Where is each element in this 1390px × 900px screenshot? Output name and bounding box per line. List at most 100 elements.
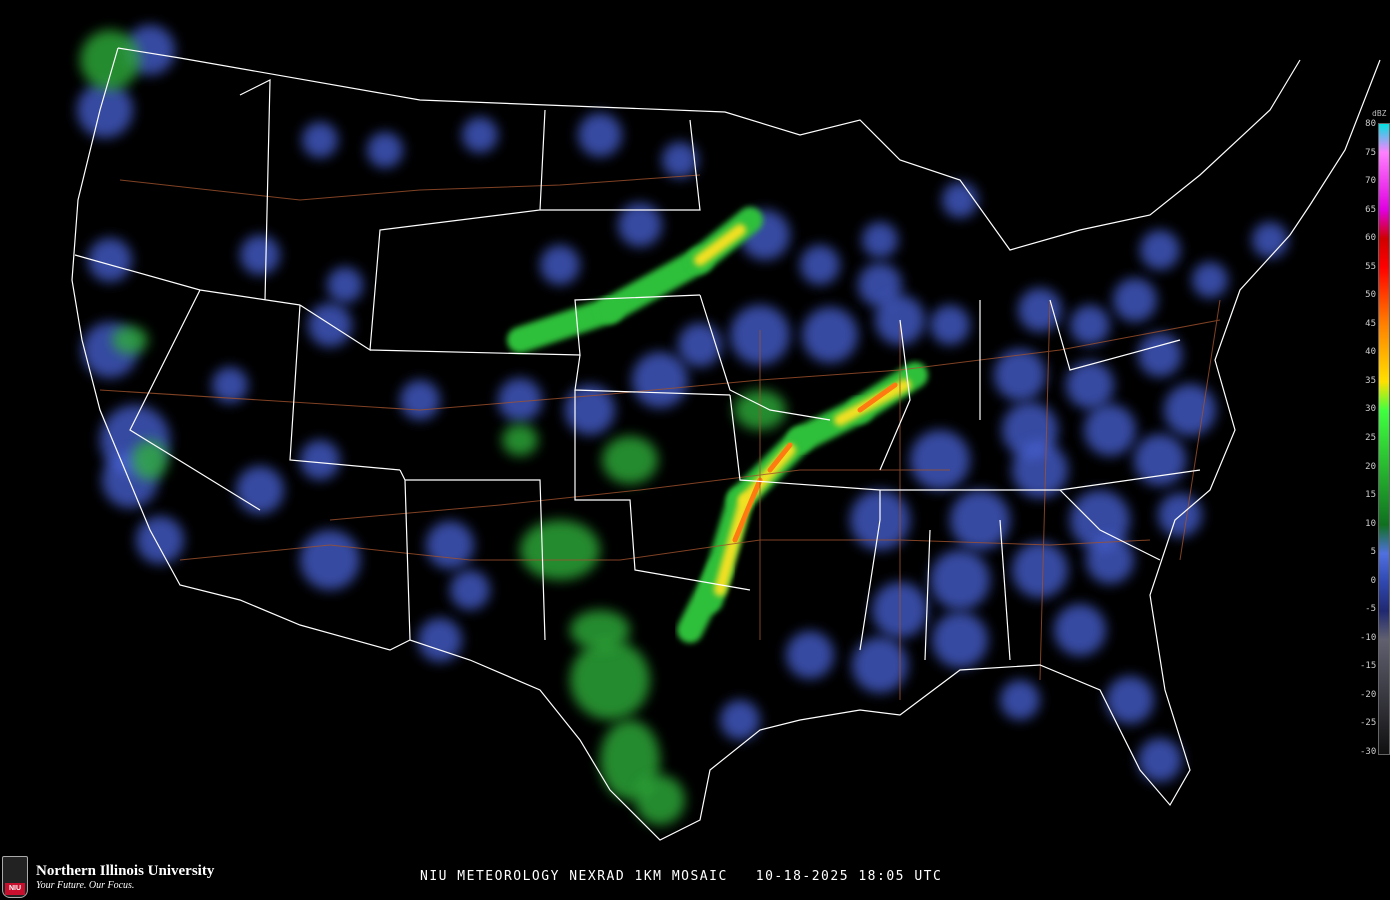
niu-logo: NIU Northern Illinois University Your Fu… bbox=[2, 856, 214, 898]
state-border bbox=[299, 109, 546, 352]
echo-blue bbox=[1252, 222, 1288, 258]
highway bbox=[1179, 299, 1221, 561]
echo-blue bbox=[1066, 361, 1114, 409]
state-border bbox=[1049, 299, 1181, 371]
legend-label: 20 bbox=[1365, 461, 1376, 472]
echo-blue bbox=[852, 637, 908, 693]
highway bbox=[99, 319, 1221, 411]
legend-label: -30 bbox=[1360, 747, 1377, 757]
echo-blue bbox=[1113, 278, 1157, 322]
echo-green bbox=[132, 440, 168, 480]
echo-blue bbox=[327, 267, 363, 303]
legend-label: 35 bbox=[1365, 375, 1376, 386]
echo-blue bbox=[1012, 542, 1068, 598]
echo-blue bbox=[1106, 676, 1154, 724]
legend-label: 45 bbox=[1365, 318, 1376, 329]
echo-storm-yellow bbox=[714, 494, 751, 596]
echo-storm-green bbox=[677, 557, 733, 643]
state-border bbox=[924, 529, 931, 661]
echo-blue bbox=[88, 238, 132, 282]
echo-blue bbox=[236, 466, 284, 514]
echo-blue bbox=[1164, 384, 1216, 436]
echo-green bbox=[635, 775, 685, 825]
echo-blue bbox=[77, 82, 133, 138]
legend-label: 80 bbox=[1365, 119, 1376, 129]
echo-blue bbox=[300, 530, 360, 590]
state-border bbox=[1059, 489, 1161, 561]
echo-blue bbox=[1138, 333, 1182, 377]
echo-blue bbox=[1070, 305, 1110, 345]
state-border bbox=[399, 469, 411, 641]
echo-blue bbox=[1054, 604, 1106, 656]
echo-blue bbox=[462, 117, 498, 153]
legend-label: 5 bbox=[1370, 547, 1376, 558]
echo-blue bbox=[400, 380, 440, 420]
echo-blue bbox=[426, 521, 474, 569]
echo-blue bbox=[240, 235, 280, 275]
legend-label: 10 bbox=[1365, 518, 1376, 529]
echo-blue bbox=[212, 367, 248, 403]
legend-label: -15 bbox=[1360, 661, 1377, 672]
niu-shield-icon: NIU bbox=[2, 856, 28, 898]
echo-blue bbox=[802, 307, 858, 363]
echo-blue bbox=[662, 142, 698, 178]
echo-blue bbox=[618, 203, 662, 247]
map-title: NIU METEOROLOGY NEXRAD 1KM MOSAIC 10-18-… bbox=[420, 869, 943, 884]
echo-blue bbox=[930, 550, 990, 610]
legend-label: 0 bbox=[1370, 575, 1376, 586]
legend-label: 15 bbox=[1365, 490, 1376, 501]
state-border bbox=[369, 294, 701, 356]
echo-blue bbox=[498, 378, 542, 422]
echo-blue bbox=[1018, 288, 1062, 332]
logo-tagline: Your Future. Our Focus. bbox=[36, 880, 135, 891]
echo-blue bbox=[678, 323, 722, 367]
legend-label: -5 bbox=[1365, 604, 1376, 615]
dbz-color-scale bbox=[1378, 123, 1390, 755]
echo-blue bbox=[1140, 230, 1180, 270]
echo-blue bbox=[308, 303, 352, 347]
highway bbox=[179, 539, 1151, 561]
echo-storm-orange bbox=[732, 477, 763, 543]
echo-storm-green bbox=[597, 247, 713, 323]
echo-blue bbox=[858, 263, 902, 307]
legend-label: 50 bbox=[1365, 290, 1376, 301]
echo-green bbox=[502, 424, 538, 456]
echo-blue bbox=[1012, 442, 1068, 498]
echo-green bbox=[570, 610, 630, 650]
state-border bbox=[729, 394, 881, 491]
state-border bbox=[540, 119, 701, 211]
echo-green bbox=[520, 520, 600, 580]
echo-storm-green bbox=[507, 297, 623, 353]
us-coastline bbox=[71, 47, 1381, 841]
echo-blue bbox=[302, 122, 338, 158]
legend-label: -25 bbox=[1360, 718, 1377, 729]
echo-blue bbox=[1134, 434, 1186, 486]
legend-label: -10 bbox=[1360, 632, 1377, 643]
echo-blue bbox=[930, 305, 970, 345]
echo-green bbox=[80, 30, 140, 90]
legend-label: 60 bbox=[1365, 233, 1376, 244]
state-border bbox=[879, 319, 911, 471]
state-border bbox=[999, 519, 1011, 661]
echo-blue bbox=[994, 349, 1046, 401]
state-border bbox=[405, 479, 546, 641]
legend-unit: dBZ bbox=[1372, 109, 1387, 118]
legend-label: -20 bbox=[1360, 689, 1377, 700]
echo-green bbox=[602, 436, 658, 484]
state-border bbox=[239, 79, 271, 301]
state-border bbox=[574, 390, 751, 591]
echo-storm-orange bbox=[767, 442, 793, 473]
echo-blue bbox=[540, 245, 580, 285]
legend-label: 75 bbox=[1365, 147, 1376, 158]
echo-storm-orange bbox=[857, 382, 898, 413]
state-border bbox=[129, 289, 261, 511]
echo-storm-yellow bbox=[694, 224, 746, 266]
echo-blue bbox=[450, 570, 490, 610]
legend-label: 25 bbox=[1365, 433, 1376, 443]
echo-blue bbox=[910, 430, 970, 490]
echo-blue bbox=[1084, 404, 1136, 456]
legend-label: 30 bbox=[1365, 404, 1376, 415]
echo-blue bbox=[786, 631, 834, 679]
echo-blue bbox=[1138, 738, 1182, 782]
legend-label: 55 bbox=[1365, 261, 1376, 272]
